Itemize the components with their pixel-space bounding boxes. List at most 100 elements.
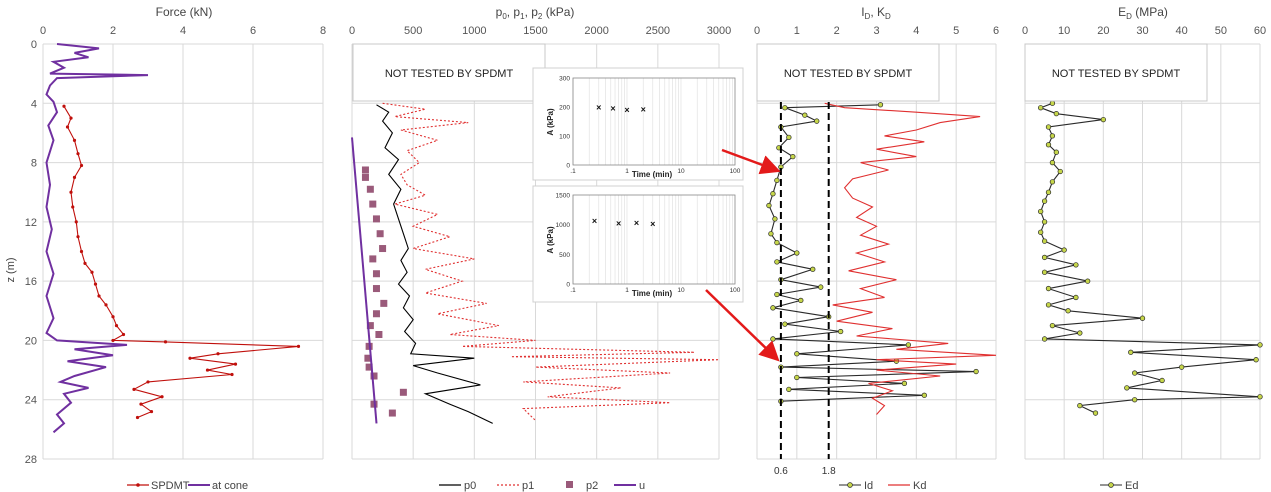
ed-ed-point <box>1053 149 1059 155</box>
ed-ed-point <box>1139 315 1146 321</box>
inset-top-grid: 0 100 200 300 .1 1 10 100 <box>559 76 741 176</box>
id-kd-not-tested-label: NOT TESTED BY SPDMT <box>784 68 913 80</box>
inset-top-x-tick-label: 100 <box>730 168 741 175</box>
inset-bottom-x-tick-label: .1 <box>570 287 576 294</box>
legend-p2-label: p2 <box>586 480 598 492</box>
ed-series <box>1038 100 1263 416</box>
id_kd-id-point <box>782 105 788 111</box>
ed-ed-point <box>1053 111 1059 117</box>
inset-top-data-point: × <box>596 103 601 113</box>
id_kd-id-point <box>774 239 780 246</box>
id_kd-id-point <box>772 216 778 222</box>
legend-spdmt-label: SPDMT <box>151 480 190 492</box>
depth-axis-label: z (m) <box>5 257 17 282</box>
ed-ed-point <box>1132 370 1138 376</box>
inset-bottom-frame <box>532 185 744 303</box>
legend-id-marker <box>847 482 853 488</box>
id_kd-id-point <box>782 321 788 327</box>
legend-ed-marker <box>1108 482 1114 488</box>
inset-top-data-point: × <box>624 105 629 115</box>
inset-top-y-tick-label: 0 <box>566 163 570 170</box>
pressures-x-tick-label: 0 <box>349 25 355 37</box>
ed-ed-point <box>1128 349 1134 355</box>
ed-ed-point <box>1041 219 1048 225</box>
force-spdmt-point <box>160 395 164 399</box>
ed-ed-point <box>1045 189 1052 195</box>
force-at-cone-line <box>45 43 149 434</box>
force-x-tick-label: 0 <box>40 25 46 37</box>
pressures-x-tick-label: 1000 <box>462 25 486 37</box>
id_kd-id-point <box>810 266 816 272</box>
legend-at-cone-label: at cone <box>212 480 248 492</box>
force-spdmt-point <box>83 261 87 265</box>
depth-tick-label: 0 <box>31 39 37 51</box>
id_kd-id-point <box>774 259 780 265</box>
force-spdmt-point <box>104 303 108 307</box>
legend-id-label: Id <box>864 480 873 492</box>
ed-ed-point <box>1049 159 1056 166</box>
force-spdmt-point <box>139 402 143 406</box>
pressures-u-line <box>351 137 378 424</box>
inset-top-y-tick-label: 100 <box>559 134 570 141</box>
pressures-p2-point <box>380 299 388 307</box>
ed-x-tick-label: 20 <box>1097 25 1109 37</box>
inset-top-chart: 0 100 200 300 .1 1 10 100 × × × × A (kPa) Time (mi… <box>532 67 744 181</box>
force-spdmt-point <box>69 190 73 194</box>
force-spdmt-point <box>163 340 168 344</box>
ed-ed-point <box>1045 124 1052 130</box>
id_kd-x-tick-label: 0 <box>754 25 760 37</box>
ed-panel-title: ED (MPa) <box>1118 5 1168 21</box>
pressures-x-tick-label: 500 <box>404 25 422 37</box>
id_kd-id-point <box>838 328 844 335</box>
pressures-p2-point <box>379 245 387 253</box>
id_kd-x-tick-label: 3 <box>873 25 879 37</box>
id_kd-x-tick-label: 6 <box>993 25 999 37</box>
force-spdmt-point <box>149 409 154 414</box>
inset-top-y-tick-label: 300 <box>559 76 570 83</box>
pressures-p2-point <box>365 363 373 371</box>
id_kd-kd-line <box>824 102 997 415</box>
pressures-p2-point <box>375 331 383 338</box>
force-spdmt-point <box>72 138 77 142</box>
ed-not-tested-box <box>1024 43 1208 102</box>
pressures-p2-point <box>361 166 369 174</box>
ed-ed-point <box>1100 116 1106 123</box>
depth-tick-label: 4 <box>31 98 37 110</box>
ed-ed-point <box>1049 133 1056 139</box>
force-spdmt-point <box>93 282 98 286</box>
id-reference-label: 1.8 <box>822 466 836 477</box>
inset-top-x-label: Time (min) <box>632 170 673 179</box>
ed-ed-point <box>1159 377 1165 384</box>
inset-top-x-tick-label: .1 <box>570 168 576 175</box>
id_kd-x-tick-label: 4 <box>913 25 919 37</box>
id-kd-panel: ID, KD 0 1 2 3 4 5 6 NOT TESTED BY SPDMT 0.6 1.… <box>754 5 999 492</box>
depth-tick-label: 20 <box>25 335 37 347</box>
id_kd-id-point <box>798 297 804 304</box>
ed-ed-point <box>1041 254 1048 261</box>
pressures-p2-point <box>372 215 380 223</box>
force-legend: SPDMT at cone <box>127 480 248 492</box>
id_kd-id-point <box>877 102 884 108</box>
id_kd-id-point <box>774 291 780 298</box>
ed-ed-point <box>1045 142 1052 148</box>
depth-tick-label: 16 <box>25 276 37 288</box>
pressures-x-tick-label: 3000 <box>707 25 731 37</box>
ed-ed-point <box>1038 208 1044 215</box>
inset-bottom-grid: 0 500 1000 1500 .1 1 10 100 <box>556 193 741 295</box>
force-series <box>45 43 301 434</box>
force-x-tick-label: 8 <box>320 25 326 37</box>
force-spdmt-point <box>62 104 66 108</box>
ed-ed-point <box>1065 308 1071 314</box>
inset-top-arrow <box>721 148 781 175</box>
ed-x-tick-label: 0 <box>1022 25 1028 37</box>
inset-bottom-arrow <box>705 289 780 362</box>
inset-arrows <box>705 148 781 362</box>
force-panel-title: Force (kN) <box>156 5 213 19</box>
legend-p2-marker <box>566 481 573 488</box>
id-reference-label: 0.6 <box>774 466 788 477</box>
ed-ed-point <box>1077 330 1083 336</box>
pressures-p0-line <box>376 104 493 424</box>
